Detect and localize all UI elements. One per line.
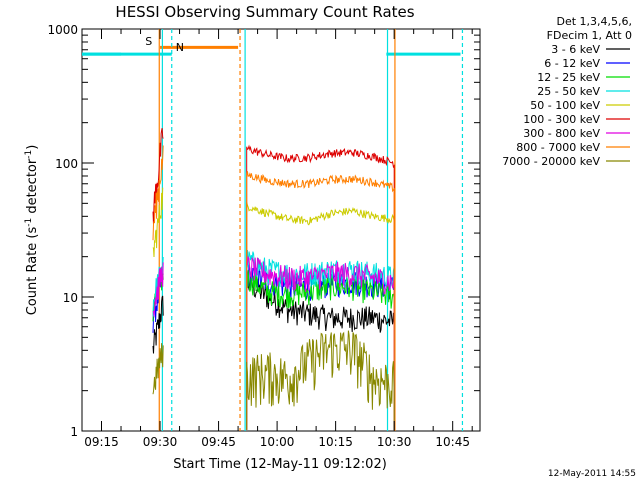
x-tick-label: 09:15 [84, 435, 119, 449]
series-7-pre [152, 145, 164, 241]
legend-label-0: 3 - 6 keV [551, 43, 600, 56]
y-axis: 1 10 100 1000 [47, 23, 480, 439]
x-tick-label: 10:45 [435, 435, 470, 449]
series-8-pre [152, 343, 164, 395]
legend-label-4: 50 - 100 keV [530, 99, 600, 112]
legend-header-2: FDecim 1, Att 0 [547, 29, 632, 42]
x-tick-label: 09:45 [201, 435, 236, 449]
y-tick-label: 1 [70, 425, 78, 439]
legend-label-6: 300 - 800 keV [523, 127, 600, 140]
legend: Det 1,3,4,5,6, FDecim 1, Att 0 3 - 6 keV… [502, 15, 632, 168]
series-6-pre [152, 262, 164, 317]
x-tick-label: 10:15 [318, 435, 353, 449]
x-axis: 09:15 09:30 09:45 10:00 10:15 10:30 10:45 [81, 29, 473, 449]
chart-title: HESSI Observing Summary Count Rates [115, 3, 414, 21]
y-tick-label: 1000 [47, 23, 78, 37]
y-axis-label-end: ) [25, 145, 40, 150]
y-tick-label: 100 [55, 157, 78, 171]
legend-label-1: 6 - 12 keV [544, 57, 600, 70]
series-5-pre [152, 127, 164, 225]
y-axis-label-main: Count Rate (s [25, 227, 40, 316]
night-letter-label: N [176, 41, 184, 54]
series-8-main [246, 330, 395, 430]
x-axis-label: Start Time (12-May-11 09:12:02) [173, 457, 387, 472]
series-0-pre [152, 295, 164, 354]
footer-timestamp: 12-May-2011 14:55 [548, 469, 636, 479]
legend-header-1: Det 1,3,4,5,6, [556, 15, 632, 28]
y-tick-label: 10 [63, 291, 78, 305]
series-5-main [246, 144, 395, 430]
series-4-pre [152, 187, 164, 258]
x-tick-label: 10:30 [377, 435, 412, 449]
legend-label-5: 100 - 300 keV [523, 113, 600, 126]
series-6-main [246, 255, 395, 430]
saa-letter-label: S [145, 35, 152, 48]
legend-label-2: 12 - 25 keV [537, 71, 600, 84]
y-axis-label: Count Rate (s-1 detector-1) [24, 145, 40, 316]
y-axis-label-sup2: -1 [24, 150, 34, 159]
legend-label-8: 7000 - 20000 keV [502, 155, 600, 168]
x-tick-label: 09:30 [143, 435, 178, 449]
plot-frame [81, 28, 481, 432]
series-7-main [246, 171, 395, 430]
series-4-main [246, 202, 395, 430]
y-axis-label-sup1: -1 [24, 218, 34, 227]
legend-label-7: 800 - 7000 keV [516, 141, 600, 154]
legend-label-3: 25 - 50 keV [537, 85, 600, 98]
y-axis-label-mid: detector [25, 158, 40, 218]
x-tick-label: 10:00 [260, 435, 295, 449]
